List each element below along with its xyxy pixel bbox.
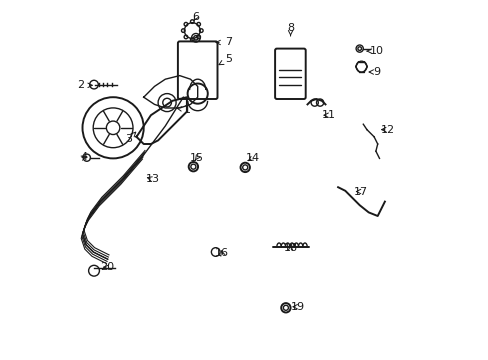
- Text: 6: 6: [192, 12, 199, 22]
- Text: 15: 15: [190, 153, 203, 163]
- Text: 17: 17: [353, 186, 366, 197]
- Text: 13: 13: [145, 174, 160, 184]
- Text: 11: 11: [321, 110, 335, 120]
- Text: 12: 12: [380, 125, 394, 135]
- Text: 4: 4: [81, 152, 88, 162]
- Text: 3: 3: [125, 132, 136, 144]
- Text: 16: 16: [215, 248, 229, 258]
- Text: 19: 19: [290, 302, 304, 312]
- Text: 8: 8: [286, 23, 294, 36]
- Text: 7: 7: [216, 37, 231, 48]
- Text: 20: 20: [100, 262, 114, 272]
- Text: 5: 5: [219, 54, 231, 65]
- Text: 9: 9: [368, 67, 380, 77]
- FancyBboxPatch shape: [178, 41, 217, 99]
- Text: 18: 18: [283, 243, 297, 253]
- Text: 1: 1: [177, 105, 190, 115]
- FancyBboxPatch shape: [275, 49, 305, 99]
- Text: 10: 10: [366, 46, 383, 56]
- Text: 14: 14: [245, 153, 260, 163]
- Text: 2: 2: [77, 80, 92, 90]
